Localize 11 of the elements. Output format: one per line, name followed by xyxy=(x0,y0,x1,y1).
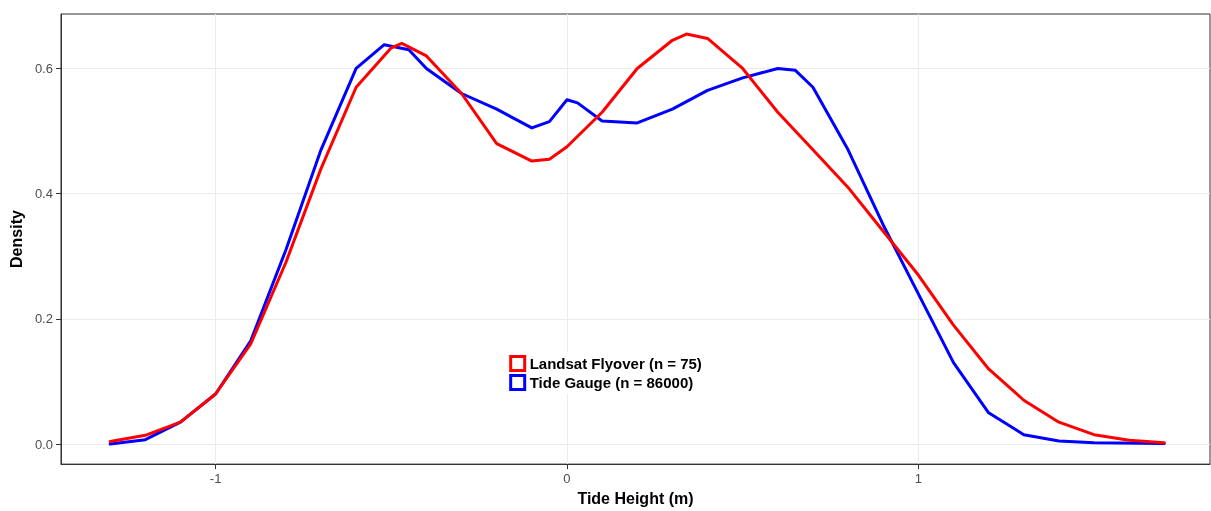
y-tick-label: 0.0 xyxy=(34,436,53,452)
y-tick-label: 0.2 xyxy=(34,311,53,327)
y-tick-label: 0.4 xyxy=(34,186,53,202)
y-tick-label: 0.6 xyxy=(34,60,53,76)
legend-label: Tide Gauge (n = 86000) xyxy=(529,374,694,391)
x-axis-title: Tide Height (m) xyxy=(577,489,694,507)
x-tick-label: 1 xyxy=(914,471,922,487)
y-axis-title: Density xyxy=(7,210,25,268)
x-tick-label: -1 xyxy=(209,471,222,487)
legend-label: Landsat Flyover (n = 75) xyxy=(529,355,702,372)
x-tick-label: 0 xyxy=(563,471,571,487)
